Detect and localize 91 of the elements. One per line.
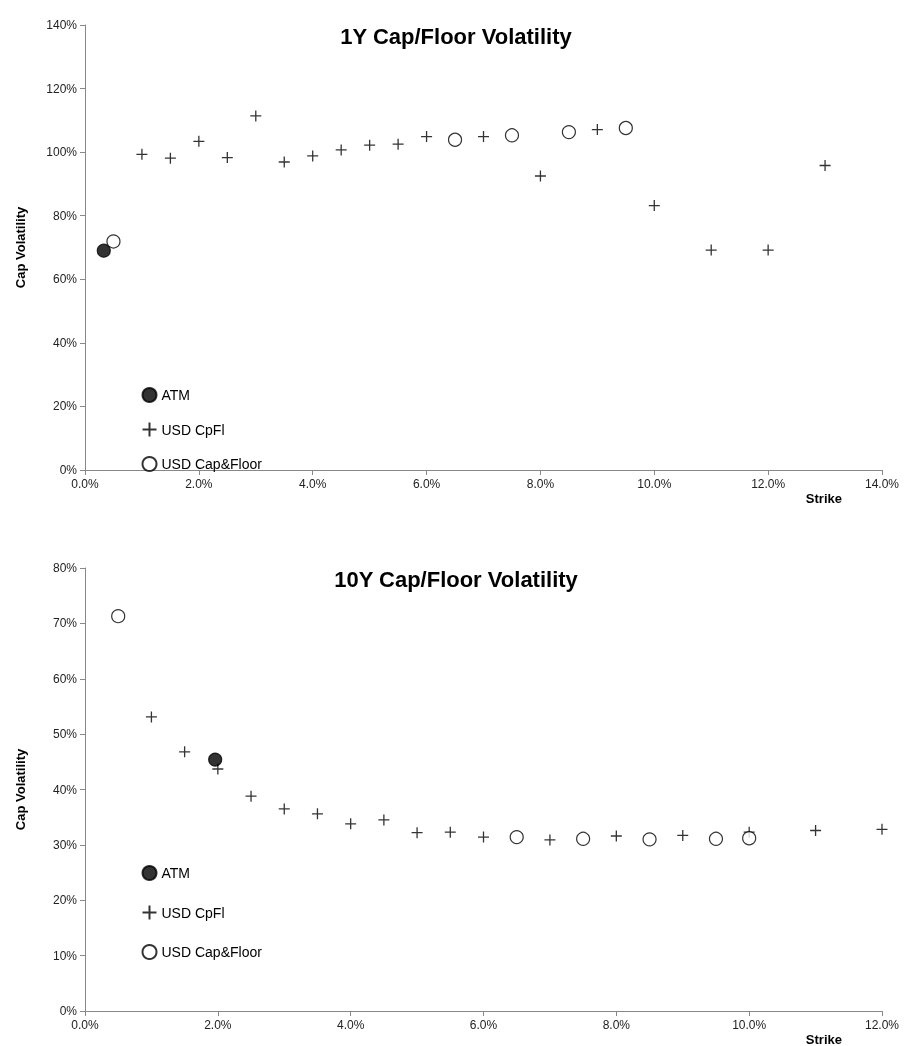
point (192, 135, 206, 148)
x-tick-label: 6.0% (469, 1018, 498, 1032)
legend-label: USD Cap&Floor (161, 944, 263, 960)
x-tick-label: 0.0% (71, 1018, 99, 1032)
x-tick-label: 12.0% (751, 477, 786, 491)
point (391, 138, 405, 151)
point (576, 831, 591, 846)
point (648, 199, 661, 212)
y-tick-label: 20% (52, 399, 78, 414)
point (561, 125, 576, 140)
chart-title: 10Y Cap/Floor Volatility (334, 566, 579, 592)
point (761, 243, 775, 257)
y-tick-label: 70% (52, 616, 78, 631)
point (178, 745, 191, 758)
point (477, 830, 490, 844)
y-tick-label: 60% (52, 272, 78, 287)
y-tick-label: 20% (52, 893, 78, 908)
legend-label: ATM (161, 865, 191, 881)
point (111, 609, 126, 624)
point (335, 143, 348, 157)
point (447, 132, 463, 147)
y-tick-label: 80% (52, 561, 78, 575)
point (591, 123, 604, 136)
x-axis-title: Strike (805, 1032, 842, 1046)
y-tick-label: 80% (52, 208, 78, 223)
chart-title: 1Y Cap/Floor Volatility (340, 23, 573, 49)
legend-label: ATM (161, 387, 191, 403)
y-tick-label: 40% (52, 335, 78, 350)
point (208, 752, 223, 767)
point (278, 802, 291, 816)
x-tick-label: 8.0% (526, 477, 555, 491)
y-tick-label: 100% (46, 145, 78, 160)
x-axis-title: Strike (805, 491, 842, 506)
point (610, 829, 623, 843)
point (363, 139, 376, 152)
y-tick-label: 50% (52, 727, 78, 742)
point (221, 151, 234, 164)
point (534, 169, 547, 183)
y-tick-label: 30% (52, 837, 78, 852)
point (410, 826, 424, 839)
point (618, 120, 633, 136)
point (420, 130, 433, 143)
x-tick-label: 10.0% (637, 477, 672, 491)
point (249, 109, 262, 123)
x-tick-label: 0.0% (71, 477, 99, 491)
point (344, 817, 357, 830)
point (543, 833, 557, 847)
point (145, 710, 158, 724)
point (809, 824, 822, 837)
x-tick-label: 6.0% (412, 477, 441, 491)
point (211, 762, 224, 776)
point (875, 823, 889, 836)
point (708, 831, 724, 846)
x-tick-label: 12.0% (864, 1018, 900, 1032)
point (306, 149, 319, 163)
point (311, 807, 324, 821)
point (106, 234, 121, 249)
y-tick-label: 120% (46, 81, 78, 96)
legend-label: USD CpFl (161, 904, 225, 921)
point (509, 830, 524, 845)
y-tick-label: 0% (59, 463, 78, 477)
point (676, 829, 689, 842)
y-tick-label: 40% (52, 782, 78, 797)
y-axis-title: Cap Volatility (13, 748, 28, 831)
y-tick-label: 140% (46, 18, 78, 32)
point (164, 152, 177, 165)
point (705, 243, 718, 257)
x-tick-label: 14.0% (864, 477, 900, 491)
x-tick-label: 10.0% (732, 1018, 767, 1032)
point (742, 831, 757, 846)
x-tick-label: 2.0% (204, 1018, 232, 1032)
point (135, 148, 149, 161)
point (818, 159, 832, 172)
legend-label: USD Cap&Floor (161, 456, 263, 472)
point (504, 128, 520, 143)
point (96, 243, 111, 258)
point (377, 813, 391, 827)
point (444, 825, 457, 839)
y-tick-label: 60% (52, 671, 78, 686)
y-tick-label: 0% (59, 1004, 78, 1018)
legend-label: USD CpFl (161, 421, 225, 438)
y-axis-title: Cap Volatility (13, 206, 28, 289)
point (244, 789, 258, 803)
x-tick-label: 4.0% (299, 477, 327, 491)
point (642, 832, 657, 847)
point (477, 130, 490, 143)
x-tick-label: 4.0% (336, 1018, 365, 1032)
x-tick-label: 8.0% (602, 1018, 631, 1032)
x-tick-label: 2.0% (185, 477, 213, 491)
y-tick-label: 10% (52, 948, 78, 963)
point (278, 155, 291, 169)
